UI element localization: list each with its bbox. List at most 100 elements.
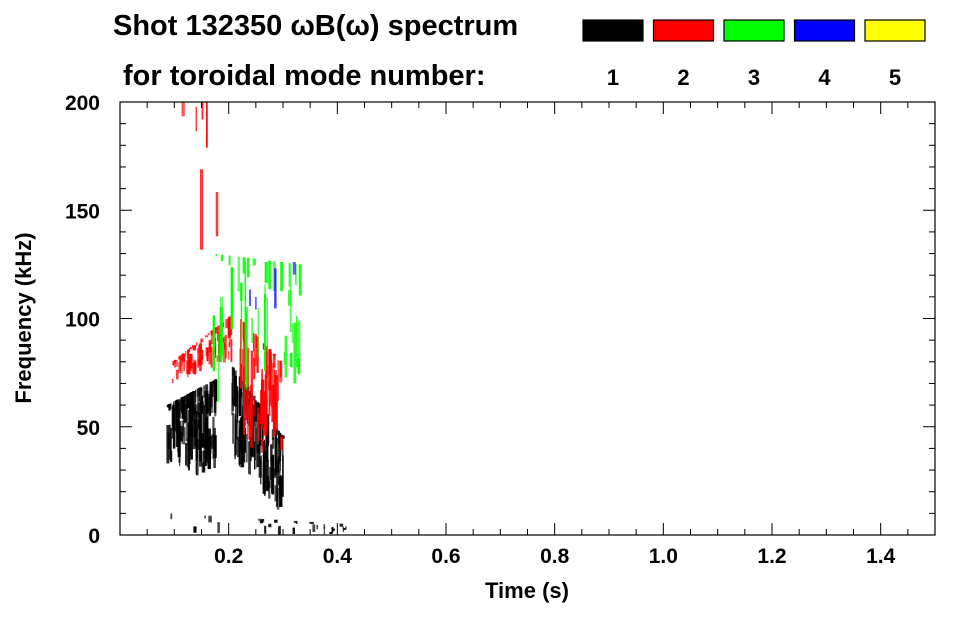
spectral-mark-mode-1 (249, 424, 251, 475)
spectral-mark-mode-1 (213, 428, 217, 468)
spectral-mark-mode-1 (345, 526, 347, 530)
spectral-mark-mode-2 (201, 102, 204, 120)
spectral-mark-mode-2 (260, 390, 263, 424)
spectral-mark-mode-3 (240, 282, 243, 301)
spectral-mark-mode-1 (312, 524, 316, 532)
spectral-mark-mode-1 (195, 449, 198, 475)
spectral-mark-mode-1 (186, 394, 191, 407)
spectral-mark-mode-1 (204, 515, 207, 519)
spectral-mark-mode-3 (291, 323, 294, 343)
spectral-mark-mode-3 (295, 316, 298, 368)
spectral-mark-mode-2 (196, 342, 198, 346)
spectral-mark-mode-2 (279, 436, 284, 451)
spectral-mark-mode-1 (243, 427, 247, 453)
spectral-mark-mode-2 (185, 351, 187, 357)
spectral-mark-mode-3 (252, 258, 256, 266)
spectral-mark-mode-2 (214, 327, 218, 334)
spectral-mark-mode-1 (271, 457, 273, 494)
spectral-mark-mode-3 (289, 263, 292, 332)
spectral-mark-mode-2 (257, 407, 259, 425)
axis-ticks: 0.2 0.4 0.6 0.8 1.0 1.2 1.4 0 50 100 150 200 (65, 92, 935, 568)
spectral-mark-mode-1 (323, 527, 326, 535)
spectral-mark-mode-2 (179, 355, 182, 360)
y-tick-label: 50 (77, 417, 100, 440)
spectral-mark-mode-1 (329, 531, 333, 534)
spectral-mark-mode-1 (263, 439, 266, 485)
spectral-mark-mode-3 (244, 262, 247, 340)
spectral-mark-mode-1 (200, 395, 204, 414)
spectral-mark-mode-2 (201, 349, 204, 360)
spectral-mark-mode-2 (250, 350, 254, 395)
spectral-mark-mode-2 (228, 342, 230, 348)
spectral-mark-mode-1 (277, 430, 280, 444)
spectral-mark-mode-1 (195, 389, 197, 428)
x-tick-label: 0.4 (323, 545, 353, 568)
spectral-mark-mode-1 (323, 524, 326, 529)
spectral-mark-mode-1 (332, 528, 335, 532)
spectral-mark-mode-2 (264, 374, 267, 412)
spectral-mark-mode-1 (331, 527, 334, 533)
spectral-mark-mode-3 (217, 334, 220, 403)
spectral-mark-mode-2 (182, 353, 186, 362)
spectral-mark-mode-2 (175, 369, 179, 380)
spectral-mark-mode-3 (283, 351, 285, 365)
spectral-mark-mode-1 (179, 426, 181, 463)
spectral-mark-mode-2 (227, 317, 232, 336)
spectral-mark-mode-4 (292, 262, 296, 275)
spectral-mark-mode-3 (242, 257, 246, 274)
spectral-mark-mode-3 (288, 290, 291, 306)
spectral-mark-mode-2 (250, 384, 253, 438)
spectral-mark-mode-1 (238, 376, 242, 414)
spectral-mark-mode-1 (205, 397, 209, 438)
spectral-mark-mode-1 (274, 435, 276, 476)
spectral-mark-mode-2 (181, 102, 185, 117)
spectral-mark-mode-2 (244, 390, 248, 419)
spectral-mark-mode-1 (262, 441, 265, 490)
spectral-mark-mode-2 (271, 385, 275, 422)
x-tick-label: 1.0 (649, 545, 678, 568)
spectral-mark-mode-1 (280, 475, 282, 506)
spectral-mark-mode-1 (268, 523, 272, 528)
spectral-mark-mode-3 (297, 320, 301, 375)
spectral-mark-mode-1 (276, 488, 280, 510)
y-axis-label: Frequency (kHz) (11, 232, 36, 403)
spectral-mark-mode-3 (263, 293, 267, 372)
x-tick-label: 1.2 (757, 545, 786, 568)
legend-label-mode-4: 4 (818, 65, 831, 90)
x-tick-label: 0.6 (431, 545, 460, 568)
spectral-mark-mode-1 (183, 427, 186, 445)
spectral-mark-mode-3 (284, 335, 288, 378)
spectral-mark-mode-2 (189, 347, 192, 350)
spectral-mark-mode-3 (288, 263, 290, 287)
spectral-mark-mode-1 (258, 427, 261, 455)
spectral-mark-mode-1 (275, 438, 279, 473)
spectral-mark-mode-1 (180, 397, 185, 406)
spectral-mark-mode-1 (184, 443, 188, 466)
spectral-mark-mode-3 (297, 357, 300, 374)
spectral-mark-mode-2 (181, 359, 183, 367)
spectral-mark-mode-1 (208, 394, 210, 417)
spectral-mark-mode-2 (268, 349, 272, 377)
y-tick-label: 150 (65, 200, 100, 223)
spectral-mark-mode-2 (243, 366, 246, 435)
spectral-mark-mode-1 (204, 423, 207, 449)
spectral-mark-mode-1 (277, 458, 280, 486)
spectral-mark-mode-3 (280, 261, 284, 292)
spectral-mark-mode-1 (192, 420, 196, 450)
spectral-mark-mode-2 (183, 358, 185, 372)
spectral-mark-mode-1 (199, 450, 203, 467)
spectral-mark-mode-1 (309, 521, 312, 524)
y-tick-label: 200 (65, 92, 100, 115)
spectral-mark-mode-1 (193, 526, 197, 533)
spectral-mark-mode-1 (217, 522, 220, 534)
legend-label-mode-1: 1 (607, 65, 619, 90)
spectral-mark-mode-2 (228, 331, 231, 347)
spectral-mark-mode-2 (176, 359, 178, 367)
spectral-mark-mode-2 (216, 355, 219, 362)
spectral-mark-mode-2 (246, 403, 250, 440)
spectral-mark-mode-1 (271, 454, 275, 495)
spectral-mark-mode-1 (169, 428, 172, 462)
legend-swatch-mode-1 (582, 19, 644, 42)
spectral-mark-mode-2 (199, 355, 204, 365)
spectral-mark-mode-3 (264, 262, 268, 283)
